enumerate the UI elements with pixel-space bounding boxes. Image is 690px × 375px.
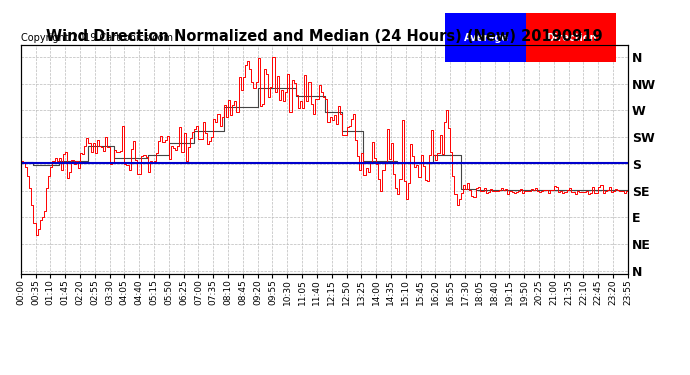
- Text: Average: Average: [464, 33, 509, 43]
- Text: Direction: Direction: [546, 33, 596, 43]
- Title: Wind Direction Normalized and Median (24 Hours) (New) 20190919: Wind Direction Normalized and Median (24…: [46, 29, 602, 44]
- Text: Copyright 2019 Cartronics.com: Copyright 2019 Cartronics.com: [21, 33, 173, 43]
